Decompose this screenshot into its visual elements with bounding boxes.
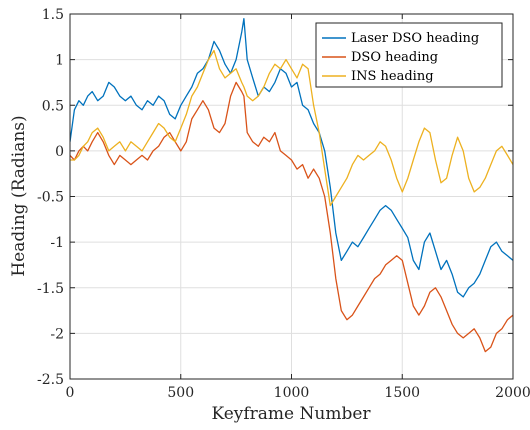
y-tick-label: -1.5 [37, 281, 64, 297]
series-line-dso-heading [70, 81, 513, 353]
tick-labels: 0 500 1000 1500 2000 -2.5 -2 -1.5 -1 -0.5 0 0.5 1 1.5 [37, 7, 530, 401]
y-tick-label: -2 [50, 326, 64, 342]
y-tick-label: 0 [55, 144, 64, 160]
x-tick-label: 1000 [274, 385, 310, 401]
y-tick-label: -0.5 [37, 190, 64, 206]
series-line-laser-dso-heading [70, 17, 513, 298]
legend-label-ins-heading: INS heading [351, 69, 434, 84]
y-tick-label: 1 [55, 53, 64, 69]
y-tick-label: 1.5 [42, 7, 64, 23]
y-tick-label: -1 [50, 235, 64, 251]
series-line-ins-heading [70, 49, 513, 207]
y-axis-title: Heading (Radians) [9, 115, 29, 276]
legend-label-dso-heading: DSO heading [351, 50, 438, 65]
x-tick-label: 0 [66, 385, 75, 401]
x-tick-label: 1500 [384, 385, 420, 401]
legend-label-laser-dso-heading: Laser DSO heading [351, 31, 479, 46]
x-tick-label: 2000 [495, 385, 530, 401]
series-layer [70, 17, 513, 353]
legend: Laser DSO heading DSO heading INS heading [315, 22, 503, 88]
y-tick-label: -2.5 [37, 372, 64, 388]
x-axis-title: Keyframe Number [211, 404, 371, 424]
x-tick-label: 500 [167, 385, 194, 401]
ticks [69, 13, 514, 380]
legend-box [315, 22, 503, 88]
y-tick-label: 0.5 [42, 98, 64, 114]
